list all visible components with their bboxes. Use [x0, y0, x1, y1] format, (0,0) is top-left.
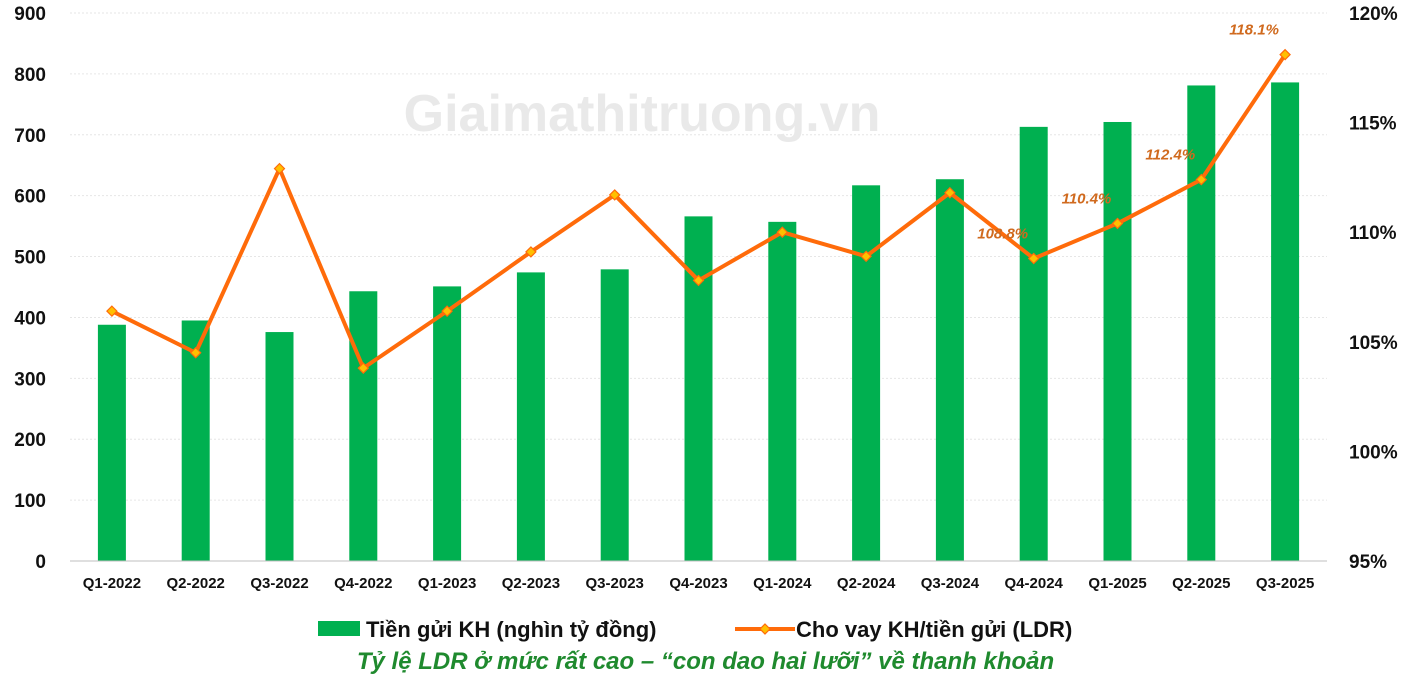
right-axis-tick-label: 100%: [1349, 442, 1398, 463]
ldr-line-series: [106, 48, 1291, 374]
x-axis-tick-label: Q2-2023: [502, 575, 560, 592]
deposit-bar: [349, 291, 378, 561]
x-axis-tick-label: Q3-2024: [921, 575, 980, 592]
x-axis-tick-label: Q2-2025: [1172, 575, 1230, 592]
deposit-bar: [600, 269, 629, 561]
ldr-data-label: 118.1%: [1229, 22, 1279, 39]
right-axis-tick-label: 115%: [1349, 114, 1397, 135]
watermark: Giaimathitruong.vn: [404, 85, 881, 143]
ldr-point: [1027, 252, 1040, 265]
x-axis-tick-label: Q4-2022: [334, 575, 392, 592]
right-axis-tick-label: 105%: [1349, 333, 1398, 354]
legend-swatch-ldr-marker: [759, 623, 771, 635]
left-axis-tick-label: 300: [14, 369, 46, 390]
left-y-axis: 0 100 200 300 400 500 600 700 800 900: [14, 4, 46, 573]
x-axis-tick-label: Q1-2024: [753, 575, 812, 592]
legend-swatch-deposits: [318, 621, 360, 636]
deposit-bar: [181, 320, 210, 561]
left-axis-tick-label: 900: [14, 4, 46, 25]
deposit-bar: [433, 286, 462, 561]
ldr-point: [1279, 48, 1291, 61]
ldr-point: [1195, 173, 1208, 186]
right-y-axis: 95% 100% 105% 110% 115% 120%: [1349, 4, 1398, 573]
chart-caption: Tỷ lệ LDR ở mức rất cao – “con dao hai l…: [356, 648, 1055, 675]
x-axis-tick-label: Q1-2025: [1088, 575, 1146, 592]
legend-label-deposits: Tiền gửi KH (nghìn tỷ đồng): [366, 617, 656, 642]
deposit-bars: [97, 82, 1300, 562]
x-axis-tick-label: Q1-2022: [83, 575, 141, 592]
deposit-bar: [768, 221, 797, 562]
left-axis-tick-label: 400: [14, 308, 46, 329]
ldr-point: [189, 346, 202, 359]
ldr-point: [944, 186, 956, 199]
ldr-data-labels: 108.8% 110.4% 112.4% 118.1%: [977, 22, 1279, 243]
deposit-bar: [1019, 126, 1048, 562]
left-axis-tick-label: 100: [14, 491, 46, 512]
deposit-bar: [1103, 121, 1132, 561]
ldr-point: [525, 246, 537, 258]
x-axis-tick-label: Q1-2023: [418, 575, 476, 592]
left-axis-tick-label: 500: [14, 248, 46, 269]
x-axis-tick-label: Q2-2024: [837, 575, 896, 592]
ldr-point: [1111, 217, 1124, 230]
deposit-bar: [935, 179, 964, 561]
deposit-bar: [97, 324, 126, 561]
deposit-bar: [852, 185, 881, 561]
legend-label-ldr: Cho vay KH/tiền gửi (LDR): [796, 617, 1072, 642]
ldr-point: [776, 226, 789, 239]
ldr-data-label: 110.4%: [1062, 190, 1112, 207]
ldr-data-label: 112.4%: [1145, 147, 1195, 164]
ldr-point: [106, 305, 118, 317]
ldr-point: [608, 189, 621, 201]
left-axis-tick-label: 0: [35, 552, 46, 573]
x-axis-tick-label: Q3-2022: [250, 575, 308, 592]
right-axis-tick-label: 120%: [1349, 4, 1398, 25]
x-axis-tick-label: Q2-2022: [167, 575, 225, 592]
right-axis-tick-label: 95%: [1349, 552, 1387, 573]
deposit-bar: [265, 332, 294, 561]
right-axis-tick-label: 110%: [1349, 223, 1397, 244]
ldr-point: [441, 305, 453, 317]
left-axis-tick-label: 700: [14, 126, 46, 147]
legend: Tiền gửi KH (nghìn tỷ đồng) Cho vay KH/ti…: [318, 617, 1072, 642]
ldr-point: [692, 274, 705, 287]
x-axis-tick-label: Q3-2025: [1256, 575, 1314, 592]
deposit-bar: [1271, 82, 1300, 561]
ldr-data-label: 108.8%: [977, 226, 1028, 243]
x-axis: Q1-2022 Q2-2022 Q3-2022 Q4-2022 Q1-2023 Q2-20…: [70, 560, 1327, 592]
ldr-point: [860, 250, 872, 263]
left-axis-tick-label: 200: [14, 430, 46, 451]
x-axis-tick-label: Q3-2023: [586, 575, 644, 592]
ldr-point: [357, 362, 370, 374]
left-axis-tick-label: 800: [14, 65, 46, 86]
ldr-point: [273, 162, 286, 175]
x-axis-tick-label: Q4-2024: [1005, 575, 1064, 592]
deposit-bar: [516, 272, 545, 561]
left-axis-tick-label: 600: [14, 187, 46, 208]
x-axis-tick-label: Q4-2023: [669, 575, 727, 592]
